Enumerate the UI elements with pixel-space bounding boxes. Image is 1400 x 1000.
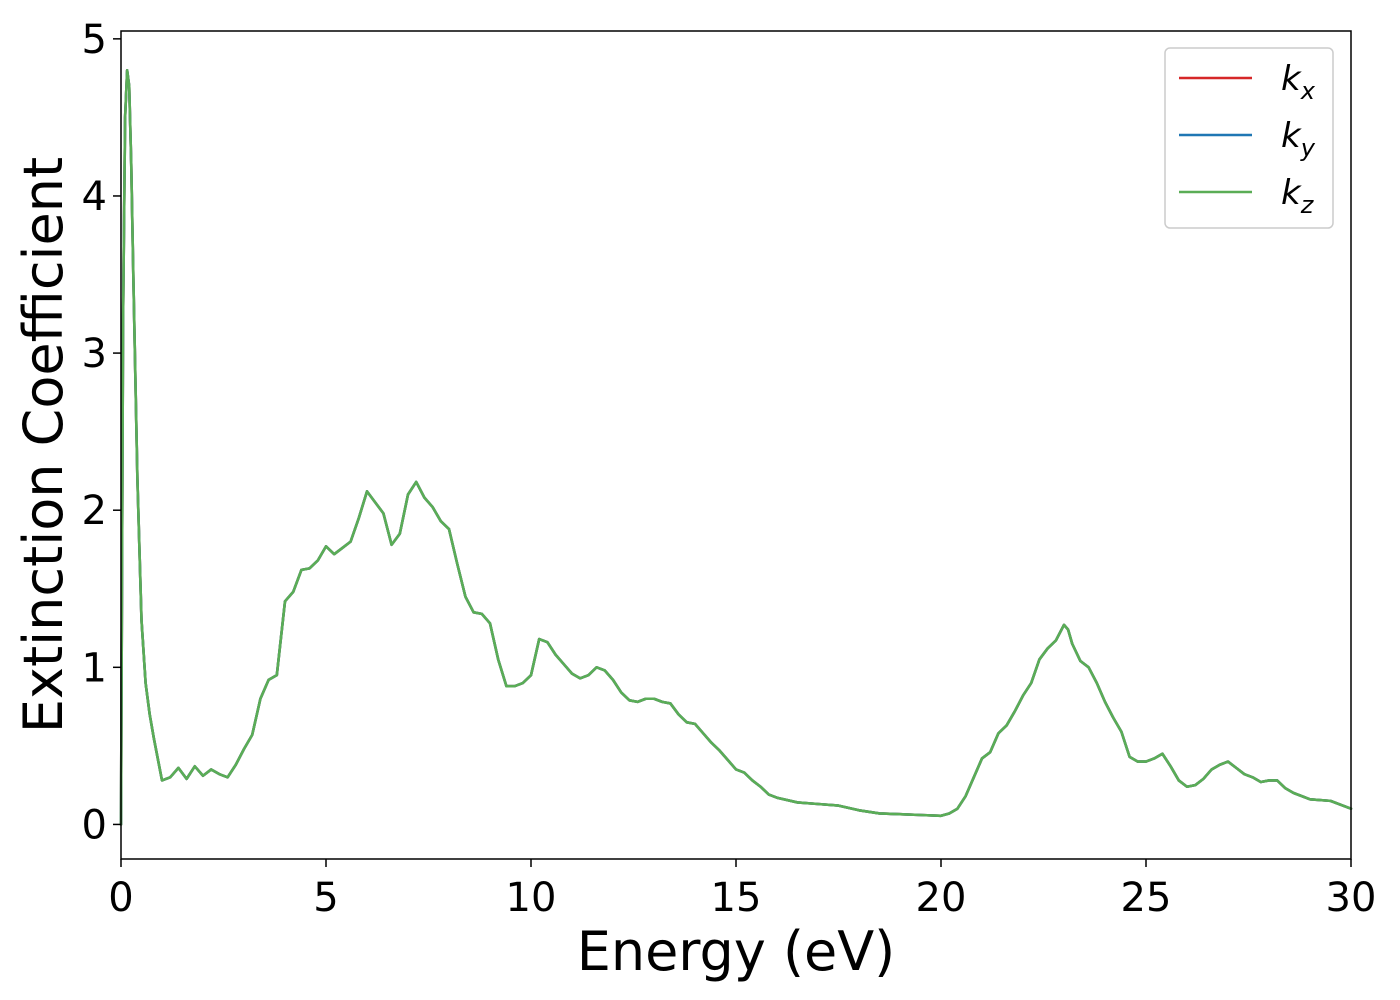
- y-tick-label: 3: [82, 331, 107, 377]
- series-layer: [119, 68, 1353, 826]
- y-axis-label: Extinction Coefficient: [12, 157, 75, 733]
- x-tick-label: 0: [108, 875, 133, 921]
- y-axis-ticks: 0 1 2 3 4 5: [82, 17, 121, 848]
- y-tick-label: 2: [82, 488, 107, 534]
- legend-box: [1164, 47, 1334, 229]
- x-axis-label: Energy (eV): [577, 920, 896, 983]
- x-tick-label: 5: [313, 875, 338, 921]
- legend-label-kx: kx: [1281, 59, 1316, 105]
- y-tick-label: 1: [82, 645, 107, 691]
- x-tick-label: 30: [1326, 875, 1377, 921]
- legend: kx ky kz: [1164, 47, 1334, 229]
- y-tick-label: 5: [82, 17, 107, 63]
- y-tick-label: 4: [82, 174, 107, 220]
- legend-label-ky: ky: [1281, 116, 1316, 162]
- x-tick-label: 10: [506, 875, 557, 921]
- x-tick-label: 15: [711, 875, 762, 921]
- x-tick-label: 20: [916, 875, 967, 921]
- series-line-kz: [119, 68, 1353, 826]
- x-tick-label: 25: [1121, 875, 1172, 921]
- x-axis-ticks: 0 5 10 15 20 25 30: [108, 859, 1376, 921]
- legend-label-kz: kz: [1281, 173, 1315, 219]
- y-tick-label: 0: [82, 802, 107, 848]
